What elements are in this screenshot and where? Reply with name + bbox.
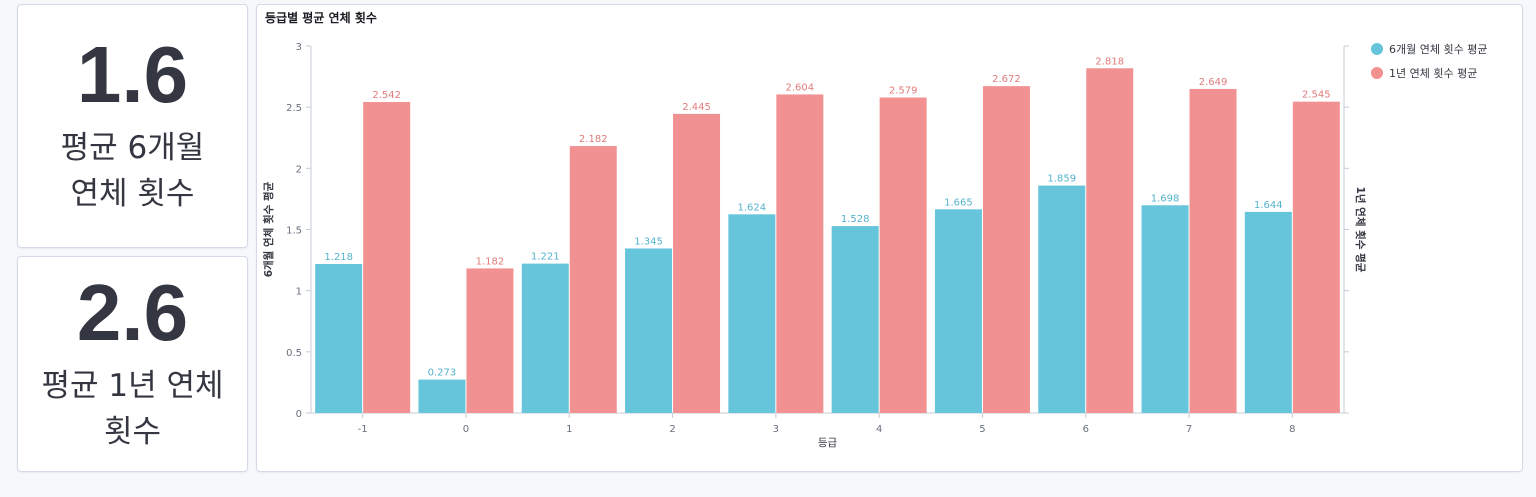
bar-value-label: 2.545 [1302,90,1331,101]
legend-swatch [1371,67,1383,79]
bar [315,263,363,413]
bar [776,94,824,413]
bar-value-label: 2.604 [786,82,815,93]
y-tick-label: 3 [296,42,302,53]
bar [418,379,466,413]
bar-value-label: 2.818 [1095,56,1124,67]
bar-value-label: 1.624 [738,202,767,213]
bar [1189,88,1237,414]
bar-value-label: 1.345 [634,236,663,247]
bar [982,86,1030,413]
legend-label: 1년 연체 횟수 평균 [1389,67,1477,80]
metric-label-6month: 평균 6개월 연체 횟수 [60,130,205,212]
bar-value-label: 1.528 [841,214,870,225]
x-tick-label: 3 [773,424,779,435]
bar [466,268,514,413]
bar [625,248,673,413]
metric-panel-1year: 2.6 평균 1년 연체 횟수 [17,256,248,472]
x-tick-label: 4 [876,424,882,435]
bar-value-label: 2.579 [889,86,918,97]
bar [1038,185,1086,413]
bar-value-label: 1.182 [476,256,505,267]
bar-value-label: 2.445 [682,102,711,113]
x-tick-label: 8 [1289,424,1295,435]
x-tick-label: 5 [979,424,985,435]
metric-value-1year: 2.6 [76,268,189,357]
y-tick-label: 0 [296,409,302,420]
bar [1141,205,1189,413]
bar [1244,211,1292,413]
x-tick-label: 0 [463,424,469,435]
bar-value-label: 1.698 [1151,193,1180,204]
bar [569,146,617,413]
bar [934,209,982,413]
bar-value-label: 1.665 [944,197,973,208]
bar-value-label: 1.859 [1047,174,1076,185]
y-tick-label: 2 [296,164,302,175]
bar-value-label: 0.273 [428,368,457,379]
bar [728,214,776,413]
y2-axis-title: 1년 연체 횟수 평균 [1354,187,1367,273]
metric-value-6month: 1.6 [76,30,189,119]
y-tick-label: 1.5 [286,226,302,237]
x-tick-label: 7 [1186,424,1192,435]
bar-chart: 0 0.5 1 1.5 2 2.5 3 -1 1.218 2.542 0 0.273 1.182 1 1.2… [262,42,1487,449]
y-tick-label: 2.5 [286,103,302,114]
bar [1086,68,1134,414]
chart-panel: 등급별 평균 연체 횟수 0 0.5 1 1.5 2 2.5 3 -1 1.218 2.542 0 0… [256,4,1523,472]
x-axis-title: 등급 [818,437,838,449]
bar [673,113,721,414]
y-tick-label: 1 [296,287,302,298]
bar-value-label: 2.542 [372,90,401,101]
bar-value-label: 2.182 [579,134,608,145]
metric-panel-6month: 1.6 평균 6개월 연체 횟수 [17,4,248,248]
bar-value-label: 1.644 [1254,200,1283,211]
bar [363,102,411,414]
y-tick-label: 0.5 [286,348,302,359]
legend-label: 6개월 연체 횟수 평균 [1389,43,1487,56]
legend-swatch [1371,43,1383,55]
metric-label-1year: 평균 1년 연체 횟수 [41,368,224,450]
x-tick-label: -1 [358,424,368,435]
bar [521,263,569,413]
bar [1292,101,1340,413]
bar-value-label: 2.649 [1199,77,1228,88]
bar-value-label: 2.672 [992,74,1021,85]
bar-value-label: 1.218 [324,252,353,263]
chart-title: 등급별 평균 연체 횟수 [265,11,377,25]
bar [879,97,927,414]
x-tick-label: 6 [1083,424,1089,435]
x-tick-label: 1 [566,424,572,435]
y-axis-title: 6개월 연체 횟수 평균 [262,181,275,277]
bar-value-label: 1.221 [531,252,560,263]
bar [831,226,879,413]
x-tick-label: 2 [669,424,675,435]
